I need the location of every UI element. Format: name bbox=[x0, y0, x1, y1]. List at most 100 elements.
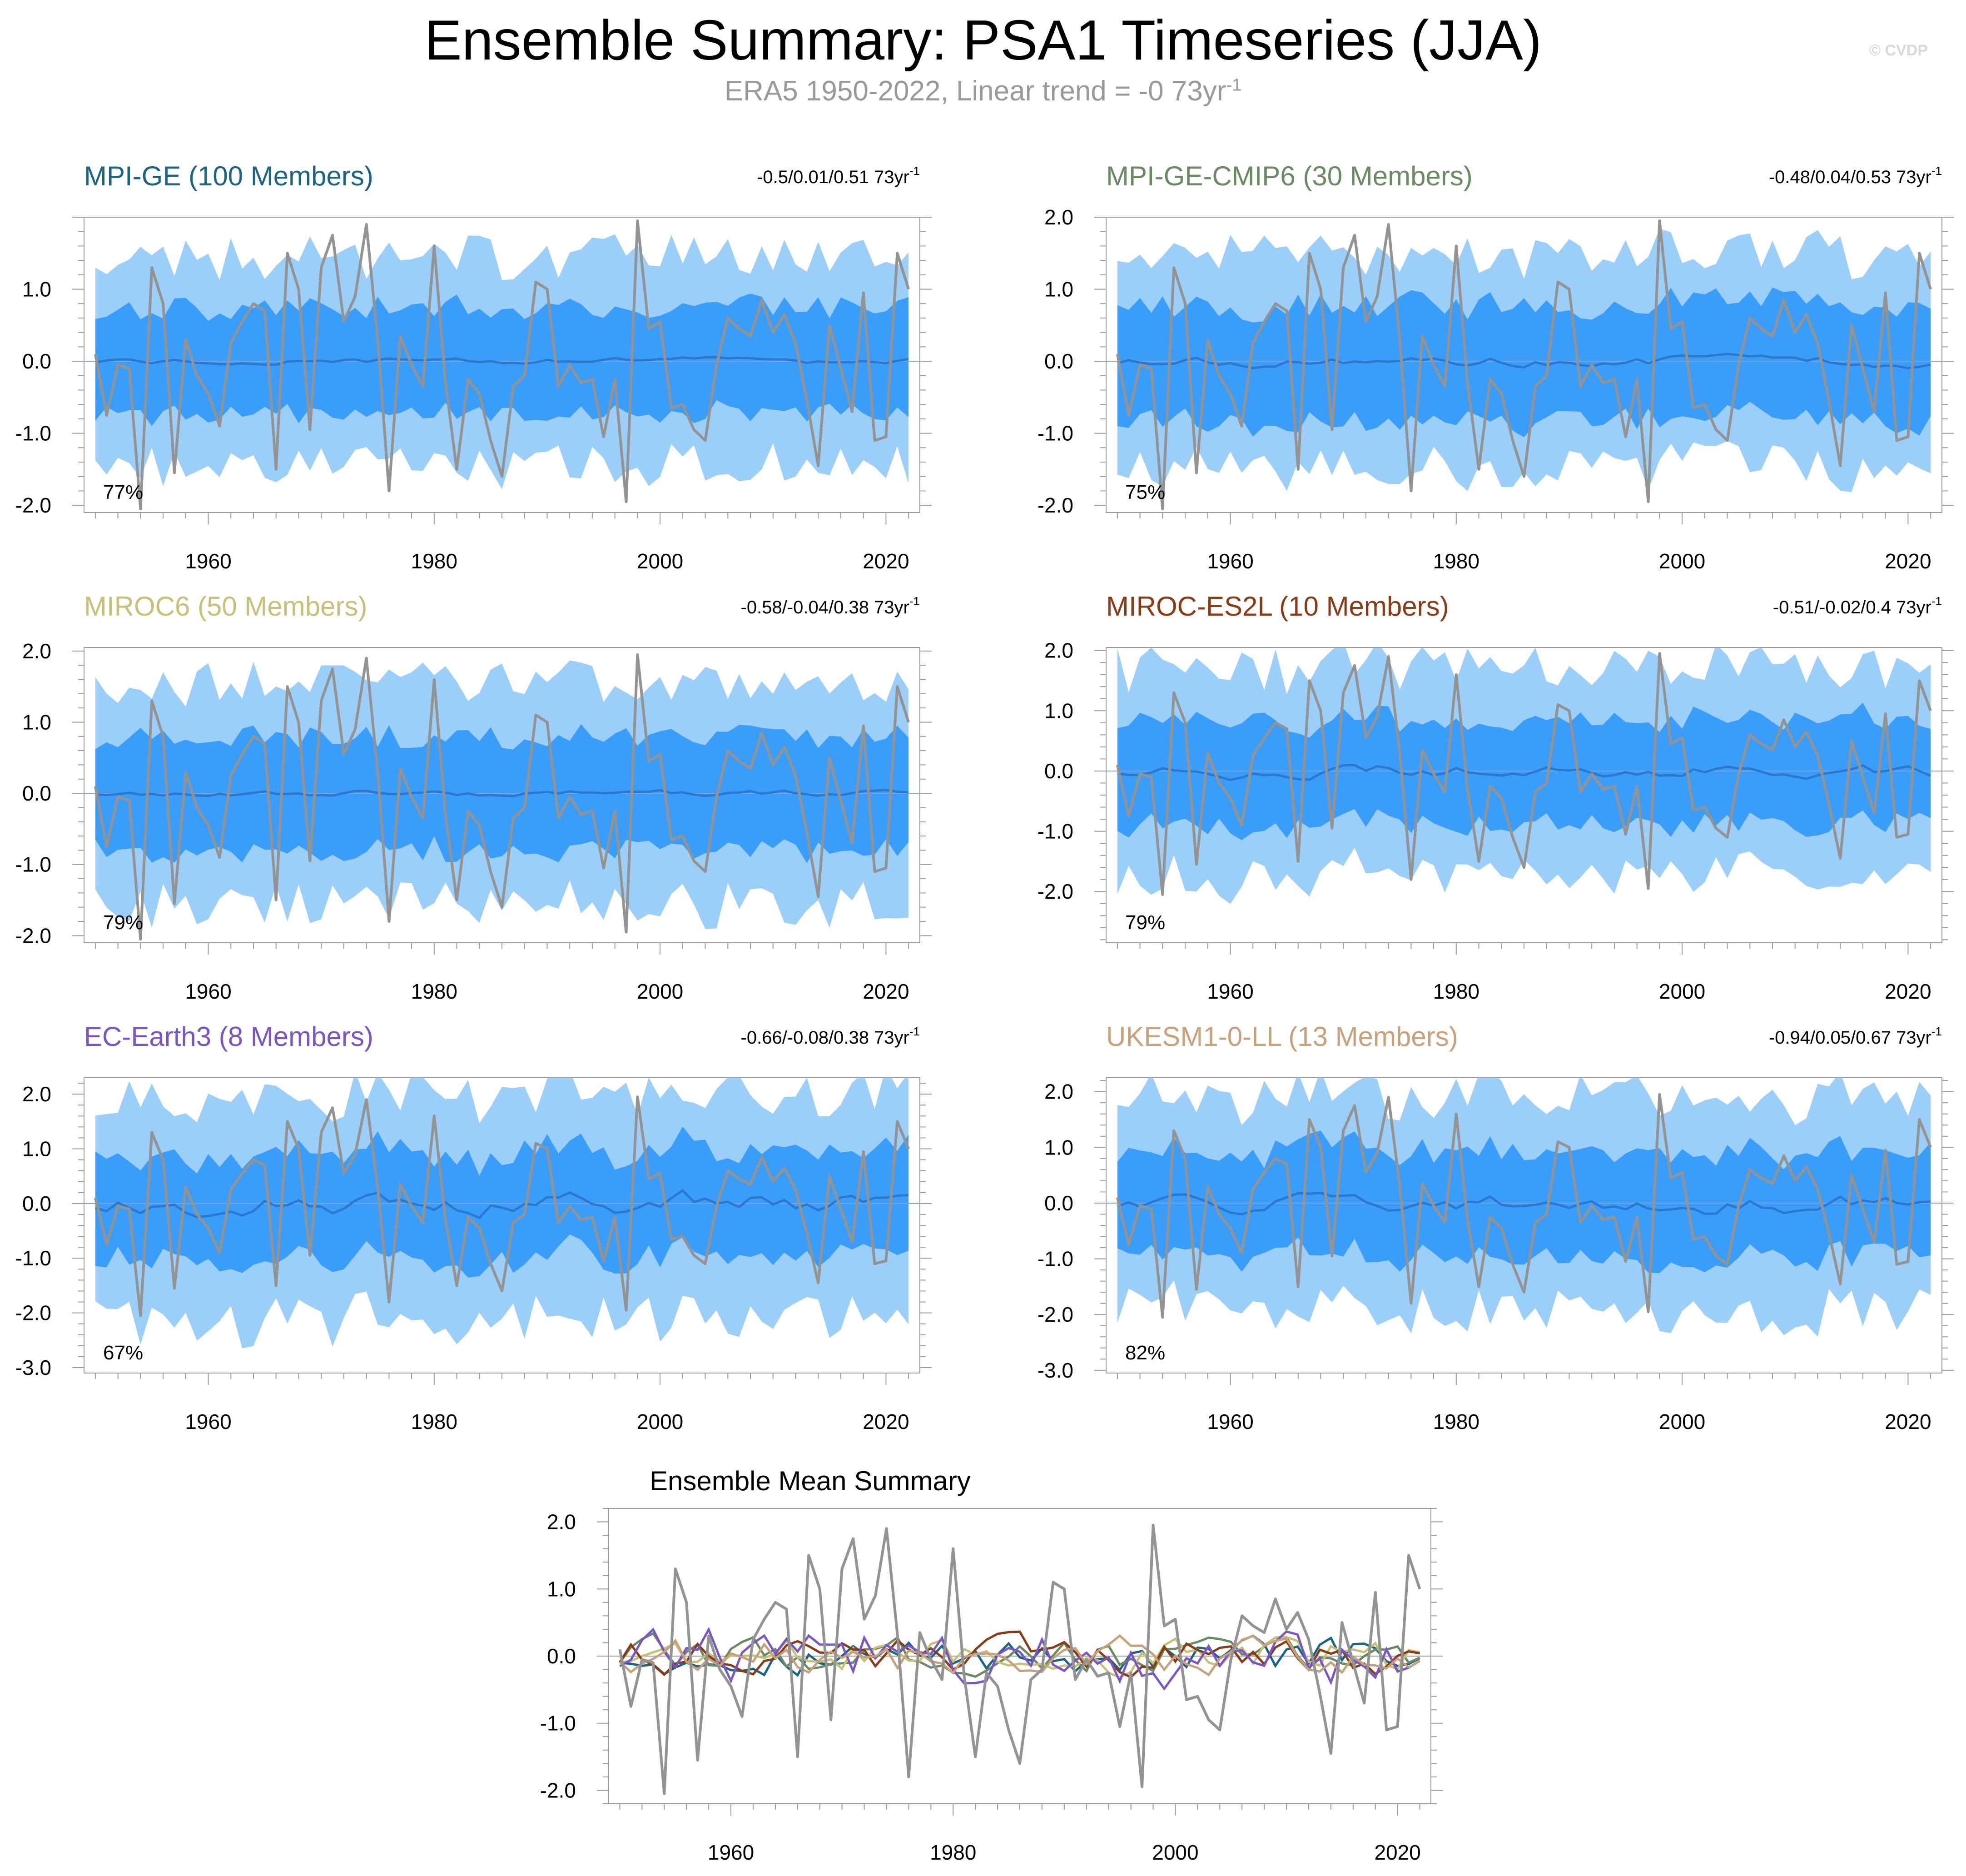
y-tick-label: -2.0 bbox=[1038, 880, 1073, 903]
panel-title: Ensemble Mean Summary bbox=[650, 1466, 971, 1496]
y-tick-label: 1.0 bbox=[1044, 699, 1073, 722]
inner-spread-band bbox=[95, 1126, 909, 1278]
x-tick-label: 1960 bbox=[185, 1410, 231, 1433]
percent-label: 75% bbox=[1125, 481, 1165, 503]
percent-label: 79% bbox=[103, 911, 143, 934]
subtitle-superscript: -1 bbox=[1226, 75, 1242, 95]
model-mean-line bbox=[619, 1634, 1420, 1677]
x-tick-label: 2000 bbox=[1659, 980, 1705, 1003]
trend-superscript: -1 bbox=[1931, 594, 1942, 608]
x-tick-label: 2020 bbox=[1885, 980, 1931, 1003]
ensemble-mean-line bbox=[1117, 764, 1931, 781]
x-tick-label: 1980 bbox=[1433, 980, 1479, 1003]
x-tick-label: 2020 bbox=[863, 1410, 909, 1433]
x-tick-label: 2020 bbox=[1885, 1410, 1931, 1433]
percent-label: 79% bbox=[1125, 911, 1165, 934]
y-tick-label: -2.0 bbox=[1038, 1303, 1073, 1326]
y-tick-label: -3.0 bbox=[15, 1356, 51, 1379]
y-tick-label: -2.0 bbox=[15, 924, 51, 947]
y-tick-label: 1.0 bbox=[1044, 1135, 1073, 1159]
x-tick-label: 2020 bbox=[1885, 549, 1931, 573]
trend-value: -0.48/0.04/0.53 73yr bbox=[1769, 167, 1931, 187]
plot-area bbox=[1106, 647, 1942, 904]
y-tick-label: 1.0 bbox=[22, 1137, 51, 1160]
y-tick-label: 1.0 bbox=[547, 1577, 576, 1601]
watermark-label: © CVDP bbox=[1869, 42, 1928, 59]
y-tick-label: -1.0 bbox=[15, 853, 51, 876]
y-tick-label: 2.0 bbox=[1044, 1080, 1073, 1104]
x-tick-label: 1980 bbox=[411, 549, 457, 573]
trend-value: -0.58/-0.04/0.38 73yr bbox=[741, 597, 909, 617]
plot-area bbox=[1106, 1078, 1942, 1337]
panel-title: MIROC-ES2L (10 Members) bbox=[1106, 591, 1449, 622]
observed-line bbox=[1116, 652, 1932, 896]
y-tick-label: 0.0 bbox=[22, 1192, 51, 1215]
x-tick-label: 1980 bbox=[1433, 549, 1479, 573]
x-tick-label: 2020 bbox=[863, 980, 909, 1003]
y-tick-label: 1.0 bbox=[22, 278, 51, 301]
y-tick-label: 1.0 bbox=[1044, 278, 1073, 301]
observed-line bbox=[94, 219, 910, 511]
panel-ec-earth3: 2.0 1.0 0.0 -1.0 -2.0 -3.0 1960 1980 2000 2020 EC-… bbox=[15, 1021, 932, 1433]
percent-label: 77% bbox=[103, 481, 143, 503]
x-tick-label: 2000 bbox=[637, 1410, 683, 1433]
y-tick-label: 0.0 bbox=[22, 349, 51, 373]
percent-label: 67% bbox=[103, 1342, 143, 1364]
inner-spread-band bbox=[1117, 287, 1931, 438]
observed-line bbox=[1116, 219, 1932, 511]
x-tick-label: 2000 bbox=[1659, 549, 1705, 573]
ensemble-mean-line bbox=[95, 1189, 909, 1219]
subtitle-text: ERA5 1950-2022, Linear trend = -0 73yr bbox=[724, 75, 1226, 107]
y-tick-label: -2.0 bbox=[1038, 493, 1073, 517]
plot-area bbox=[609, 1523, 1431, 1795]
y-tick-label: -1.0 bbox=[540, 1712, 576, 1735]
x-tick-label: 2000 bbox=[637, 549, 683, 573]
subtitle: ERA5 1950-2022, Linear trend = -0 73yr-1 bbox=[0, 75, 1966, 107]
model-mean-line bbox=[620, 1634, 1420, 1677]
ensemble-mean-line bbox=[95, 789, 909, 797]
x-tick-label: 1960 bbox=[185, 549, 231, 573]
observed-line bbox=[94, 653, 910, 941]
trend-superscript: -1 bbox=[1931, 164, 1942, 178]
panel-title: MPI-GE-CMIP6 (30 Members) bbox=[1106, 161, 1473, 191]
y-tick-label: -1.0 bbox=[15, 422, 51, 445]
trend-value: -0.94/0.05/0.67 73yr bbox=[1769, 1028, 1931, 1048]
panel-title: EC-Earth3 (8 Members) bbox=[84, 1021, 373, 1052]
y-tick-label: 0.0 bbox=[1044, 349, 1073, 373]
trend-value: -0.51/-0.02/0.4 73yr bbox=[1773, 597, 1931, 617]
panel-title: MPI-GE (100 Members) bbox=[84, 161, 373, 191]
ensemble-mean-line bbox=[95, 356, 909, 366]
y-tick-label: -2.0 bbox=[15, 1301, 51, 1325]
page-title: Ensemble Summary: PSA1 Timeseries (JJA) bbox=[424, 9, 1542, 72]
trend-superscript: -1 bbox=[909, 164, 920, 178]
observed-line bbox=[618, 1523, 1421, 1795]
plot-area bbox=[84, 219, 920, 511]
panel-ukesm1-0-ll: 2.0 1.0 0.0 -1.0 -2.0 -3.0 1960 1980 2000 2020 UKE… bbox=[1038, 1021, 1954, 1433]
x-tick-label: 1960 bbox=[1207, 1410, 1253, 1433]
x-tick-label: 2000 bbox=[637, 980, 683, 1003]
trend-value: -0.5/0.01/0.51 73yr bbox=[757, 167, 909, 187]
trend-label: -0.5/0.01/0.51 73yr-1 bbox=[757, 164, 920, 187]
plot-area bbox=[84, 653, 920, 941]
y-tick-label: 2.0 bbox=[22, 639, 51, 663]
x-tick-label: 1960 bbox=[1207, 980, 1253, 1003]
x-tick-label: 1960 bbox=[185, 980, 231, 1003]
y-tick-label: 2.0 bbox=[1044, 639, 1073, 662]
trend-label: -0.94/0.05/0.67 73yr-1 bbox=[1769, 1025, 1942, 1048]
x-tick-label: 1980 bbox=[411, 980, 457, 1003]
trend-superscript: -1 bbox=[909, 1025, 920, 1038]
y-tick-label: 2.0 bbox=[1044, 205, 1073, 229]
trend-superscript: -1 bbox=[1931, 1025, 1942, 1038]
x-tick-label: 1980 bbox=[1433, 1410, 1479, 1433]
ensemble-mean-line bbox=[1117, 1192, 1931, 1216]
trend-label: -0.58/-0.04/0.38 73yr-1 bbox=[741, 594, 920, 617]
x-tick-label: 1980 bbox=[411, 1410, 457, 1433]
inner-spread-band bbox=[1117, 1130, 1931, 1273]
y-tick-label: -1.0 bbox=[1038, 820, 1073, 843]
panel-title: MIROC6 (50 Members) bbox=[84, 591, 367, 622]
trend-superscript: -1 bbox=[909, 594, 920, 608]
y-tick-label: 0.0 bbox=[1044, 759, 1073, 783]
y-tick-label: -2.0 bbox=[540, 1778, 576, 1802]
